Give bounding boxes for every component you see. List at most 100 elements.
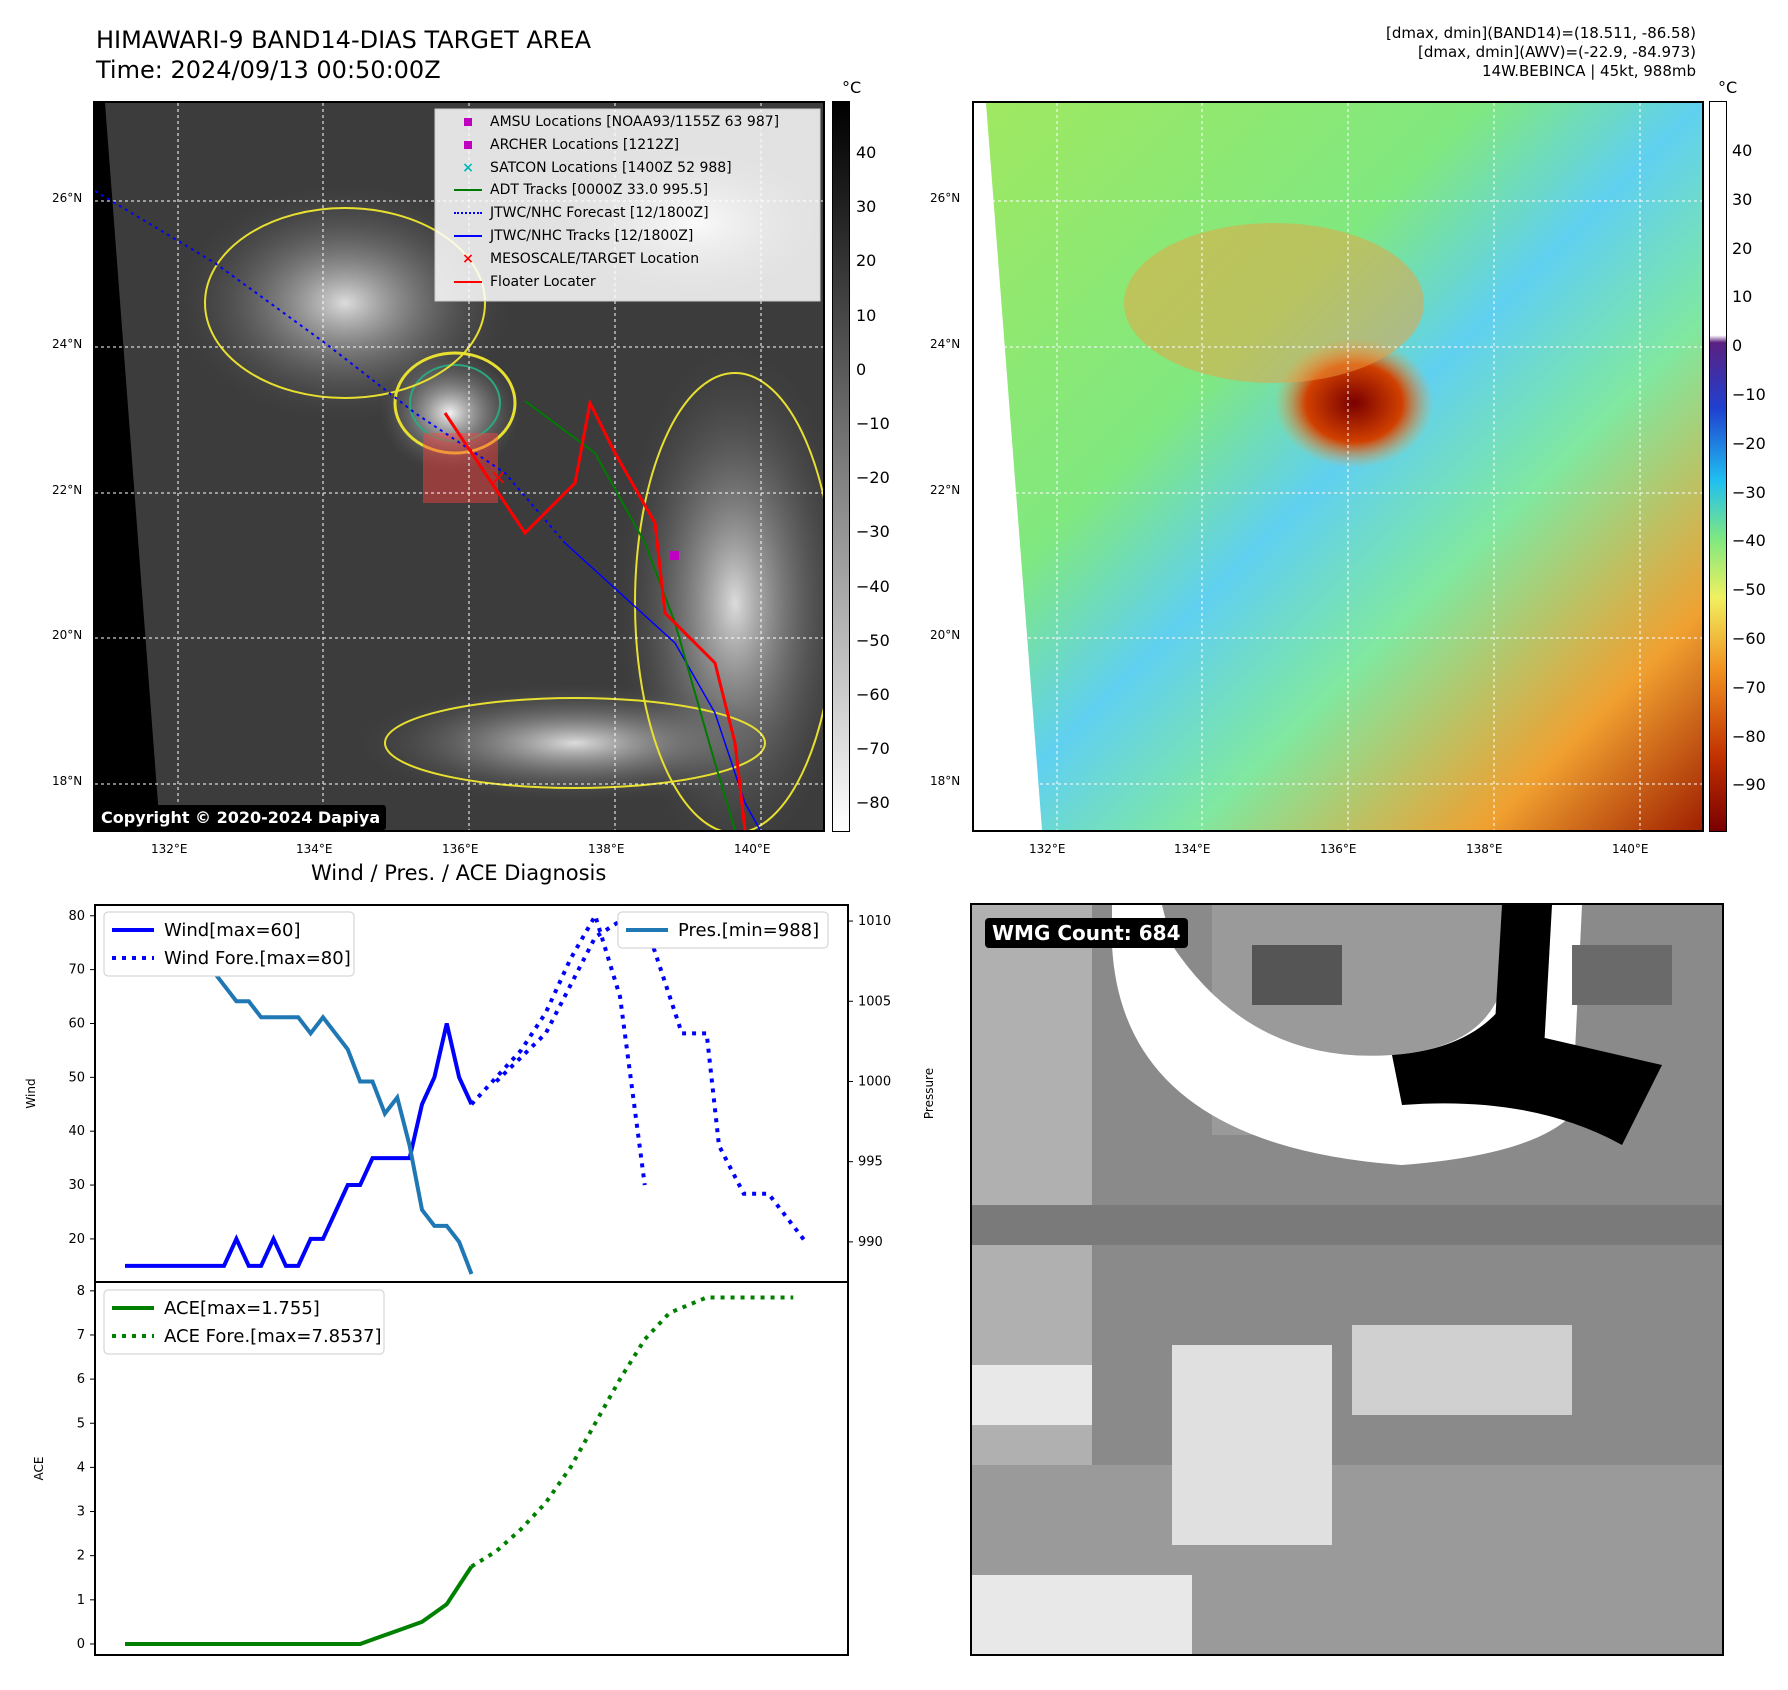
chart-title: HIMAWARI-9 BAND14-DIAS TARGET AREA [96, 26, 592, 54]
info-line-3: 14W.BEBINCA | 45kt, 988mb [1482, 62, 1696, 80]
lat-label: 18°N [52, 774, 83, 788]
ir-map-panel: × AMSU Locations [NOAA93/1155Z 63 987] AR… [93, 101, 825, 832]
colorbar-tick-label: 40 [1732, 141, 1753, 160]
lat-label: 18°N [930, 774, 961, 788]
lat-label: 24°N [52, 337, 83, 351]
awv-map-image [974, 103, 1702, 830]
legend-box [617, 911, 829, 949]
legend-marker-icon [450, 205, 486, 221]
info-line-1: [dmax, dmin](BAND14)=(18.511, -86.58) [1385, 24, 1696, 42]
ace-ytick-label: 0 [77, 1637, 85, 1652]
legend-marker-icon [450, 182, 486, 198]
lon-label: 132°E [151, 842, 188, 856]
ace-ylabel: ACE [32, 1457, 46, 1481]
legend-box [103, 911, 355, 977]
colorbar-tick-label: 30 [1732, 189, 1753, 209]
ace-series-line-0 [125, 1565, 474, 1646]
ace-ytick-label: 6 [77, 1372, 85, 1387]
legend-marker-icon [450, 137, 486, 153]
ir-colorbar [832, 101, 850, 832]
colorbar-tick-label: −30 [856, 522, 890, 542]
colorbar-tick-label: −80 [1732, 726, 1766, 746]
lat-label: 22°N [930, 483, 961, 497]
lat-label: 20°N [52, 628, 83, 642]
ir-colorbar-unit: °C [842, 78, 862, 97]
colorbar-tick-label: −90 [1732, 775, 1766, 795]
map-legend-item: ARCHER Locations [1212Z] [450, 137, 679, 157]
wind-ytick-label: 50 [68, 1070, 85, 1085]
legend-label: Floater Locater [490, 273, 596, 290]
colorbar-tick-label: 40 [856, 143, 877, 162]
awv-map-panel [972, 101, 1704, 832]
info-line-2: [dmax, dmin](AWV)=(-22.9, -84.973) [1417, 43, 1696, 61]
legend-label: ACE[max=1.755] [164, 1298, 320, 1319]
mesoscale-target-marker: × [490, 465, 507, 489]
legend-label: ARCHER Locations [1212Z] [490, 136, 680, 153]
lon-label: 136°E [442, 842, 479, 856]
lon-label: 132°E [1029, 842, 1066, 856]
wind-ytick-label: 70 [68, 963, 85, 978]
ace-ytick-label: 3 [77, 1505, 85, 1520]
colorbar-tick-label: −40 [856, 576, 890, 596]
colorbar-tick-label: −60 [1732, 629, 1766, 648]
wind-ytick-label: 60 [68, 1016, 85, 1031]
colorbar-tick-label: −60 [856, 685, 890, 704]
awv-colorbar-unit: °C [1718, 78, 1738, 97]
legend-marker-icon [450, 228, 486, 244]
colorbar-tick-label: −70 [856, 739, 890, 759]
map-legend-item: JTWC/NHC Tracks [12/1800Z] [450, 228, 693, 248]
lon-label: 136°E [1320, 842, 1357, 856]
legend-label: Wind Fore.[max=80] [164, 948, 351, 969]
legend-label: ACE Fore.[max=7.8537] [164, 1326, 382, 1347]
series-line-0 [125, 1023, 474, 1268]
map-legend-box [434, 108, 821, 302]
legend-marker-icon: × [462, 159, 474, 176]
colorbar-tick-label: −10 [856, 414, 890, 433]
wind-ytick-label: 30 [68, 1178, 85, 1193]
map-legend-item: AMSU Locations [NOAA93/1155Z 63 987] [450, 114, 779, 134]
lon-label: 140°E [1612, 842, 1649, 856]
colorbar-tick-label: 0 [1732, 336, 1743, 356]
pressure-ytick-label: 990 [858, 1235, 883, 1250]
pressure-ytick-label: 995 [858, 1155, 883, 1170]
legend-label: SATCON Locations [1400Z 52 988] [490, 159, 732, 176]
colorbar-tick-label: −50 [1732, 580, 1766, 600]
colorbar-tick-label: 10 [856, 305, 877, 325]
colorbar-tick-label: −80 [856, 793, 890, 813]
colorbar-tick-label: 0 [856, 359, 867, 379]
pressure-ytick-label: 1000 [858, 1074, 891, 1089]
colorbar-tick-label: 20 [1732, 238, 1753, 258]
colorbar-tick-label: 10 [1732, 287, 1753, 307]
ace-ytick-label: 7 [77, 1328, 85, 1343]
lat-label: 20°N [930, 628, 961, 642]
map-legend-item: ADT Tracks [0000Z 33.0 995.5] [450, 182, 708, 202]
map-legend-item: Floater Locater [450, 274, 596, 294]
jtwc-track [564, 542, 761, 830]
series-line-1 [470, 910, 647, 1186]
colorbar-tick-label: 30 [856, 197, 877, 217]
legend-label: ADT Tracks [0000Z 33.0 995.5] [490, 182, 709, 199]
lon-label: 134°E [1174, 842, 1211, 856]
map-legend-item: JTWC/NHC Forecast [12/1800Z] [450, 205, 709, 225]
legend-label: Pres.[min=988] [678, 920, 819, 941]
legend-label: MESOSCALE/TARGET Location [490, 250, 700, 267]
jtwc-forecast-track [95, 190, 566, 544]
ir-map-image: × [95, 103, 823, 830]
colorbar-tick-label: −20 [856, 468, 890, 488]
ace-series-line-1 [470, 1295, 794, 1569]
awv-gridlines [974, 103, 1702, 830]
colorbar-tick-label: −70 [1732, 677, 1766, 697]
colorbar-tick-label: −10 [1732, 385, 1766, 404]
lat-label: 26°N [52, 191, 83, 205]
lon-label: 138°E [588, 842, 625, 856]
wind-ytick-label: 80 [68, 909, 85, 924]
wmg-image [972, 905, 1722, 1654]
colorbar-tick-label: −50 [856, 630, 890, 650]
diag-title: Wind / Pres. / ACE Diagnosis [311, 861, 607, 885]
ace-ytick-label: 8 [77, 1284, 85, 1299]
diag-chart: 80 70 60 50 40 30 20 1010 1005 1000 995 990 8 7 6 5 4 3 2 1… [24, 904, 936, 1656]
colorbar-tick-label: −40 [1732, 531, 1766, 551]
legend-label: JTWC/NHC Tracks [12/1800Z] [490, 228, 694, 244]
legend-label: AMSU Locations [NOAA93/1155Z 63 987] [490, 114, 780, 130]
colorbar-tick-label: 20 [856, 251, 877, 271]
